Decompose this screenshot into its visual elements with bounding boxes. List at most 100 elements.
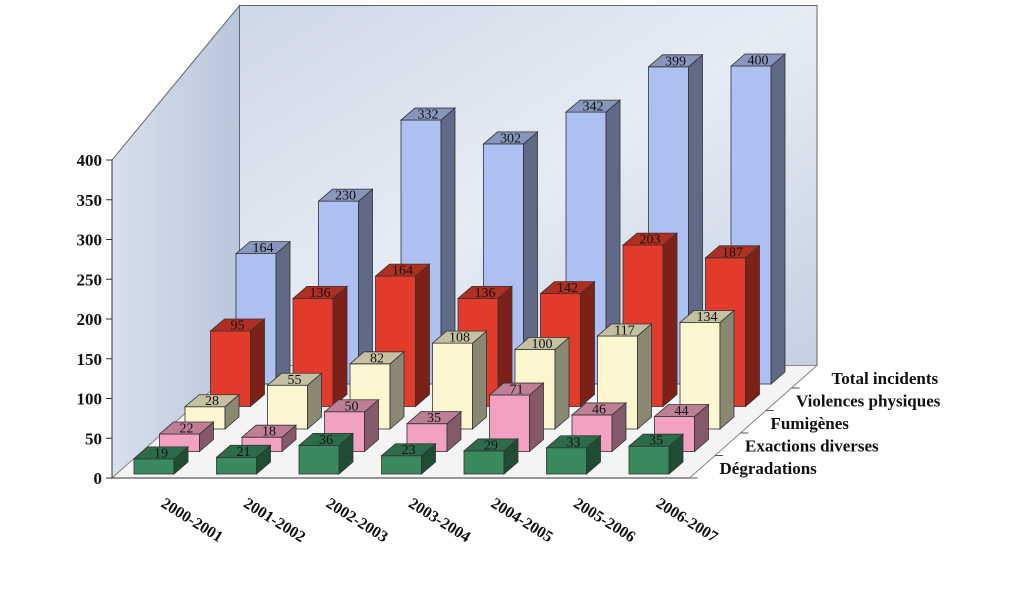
bar-value-label: 302 — [500, 131, 521, 146]
bar-value-label: 46 — [592, 402, 606, 417]
y-tick-label: 300 — [77, 231, 103, 250]
bar-value-label: 82 — [370, 351, 384, 366]
bar-value-label: 21 — [237, 445, 251, 460]
x-category-label: 2004-2005 — [488, 495, 556, 546]
series-label: Violences physiques — [796, 392, 941, 411]
bar-value-label: 142 — [557, 281, 578, 296]
x-category-label: 2000-2001 — [158, 495, 226, 546]
bar-side-face — [719, 309, 735, 430]
x-category-label: 2001-2002 — [240, 495, 308, 546]
bar-top-face — [627, 433, 685, 447]
bar: 117 — [596, 323, 653, 430]
bar-top-face — [729, 53, 787, 67]
bar-side-face — [745, 244, 760, 408]
bar-top-face — [297, 432, 355, 446]
bar-value-label: 23 — [402, 443, 416, 458]
bar-top-face — [539, 281, 596, 295]
series-label: Fumigènes — [771, 414, 850, 433]
y-tick-label: 250 — [77, 270, 103, 289]
bar-top-face — [678, 310, 736, 323]
bar-top-face — [545, 435, 602, 449]
series-label: Dégradations — [720, 459, 818, 478]
bar: 28 — [183, 393, 241, 430]
y-tick-label: 100 — [77, 390, 103, 409]
bar-top-face — [621, 232, 679, 246]
bar-front-face — [298, 444, 340, 475]
bar-top-face — [291, 285, 349, 299]
y-tick-label: 0 — [94, 469, 103, 488]
bar-top-face — [215, 444, 272, 458]
bar-side-face — [554, 336, 570, 430]
bar-side-face — [580, 280, 595, 408]
bar-side-face — [415, 263, 430, 408]
bar-value-label: 35 — [649, 434, 663, 449]
bar-top-face — [704, 245, 761, 259]
bar-side-face — [250, 318, 265, 408]
bar: 400 — [729, 53, 787, 385]
bar-value-label: 100 — [532, 337, 553, 352]
bar-value-label: 187 — [722, 245, 743, 260]
bar-value-label: 22 — [180, 422, 194, 437]
bar-front-face — [546, 447, 587, 475]
bar-side-face — [770, 53, 786, 385]
bar-top-face — [596, 323, 653, 337]
series-label: Exactions diverses — [745, 437, 879, 456]
bar: 36 — [297, 432, 355, 475]
bar-top-face — [431, 330, 488, 344]
bar-side-face — [275, 240, 291, 385]
bar-top-face — [266, 372, 323, 386]
bar-front-face — [210, 330, 251, 407]
chart-bars: 164 230 332 302 342 399 400 95 136 164 136 142 203 18… — [132, 53, 787, 475]
bar-value-label: 95 — [231, 318, 245, 333]
bar-value-label: 400 — [748, 54, 769, 69]
bar: 35 — [405, 410, 463, 453]
bar-side-face — [332, 285, 348, 408]
bar-side-face — [637, 323, 652, 430]
bar-top-face — [456, 285, 514, 299]
bar-value-label: 36 — [319, 433, 333, 448]
bar-value-label: 29 — [484, 438, 498, 453]
bar-top-face — [209, 318, 266, 332]
bar-top-face — [482, 131, 539, 145]
bar-side-face — [472, 330, 487, 430]
bar-top-face — [317, 188, 374, 202]
bar-value-label: 134 — [697, 310, 718, 325]
bar-value-label: 136 — [310, 286, 331, 301]
bar-top-face — [564, 99, 622, 113]
bar-top-face — [374, 263, 431, 277]
bar-top-face — [158, 421, 215, 435]
bar-value-label: 342 — [583, 100, 604, 115]
bar-value-label: 71 — [510, 383, 524, 398]
bar-value-label: 117 — [614, 323, 634, 338]
x-category-label: 2005-2006 — [570, 495, 638, 546]
y-tick-label: 150 — [77, 350, 103, 369]
x-category-label: 2002-2003 — [323, 495, 391, 546]
bar-top-face — [183, 394, 241, 408]
bar: 29 — [462, 438, 520, 475]
bar-front-face — [628, 445, 670, 475]
series-label: Total incidents — [832, 369, 939, 388]
bar-value-label: 50 — [345, 399, 359, 414]
bar-value-label: 332 — [418, 108, 439, 123]
bar-top-face — [653, 404, 710, 417]
bar: 82 — [348, 350, 406, 430]
bar: 35 — [627, 433, 685, 475]
bar-top-face — [132, 446, 190, 460]
bar-value-label: 136 — [475, 286, 496, 301]
bar-front-face — [381, 455, 422, 475]
bar-value-label: 203 — [640, 233, 661, 248]
bar-value-label: 164 — [392, 264, 413, 279]
bar-side-face — [389, 350, 405, 430]
bar-value-label: 108 — [449, 331, 470, 346]
bar-top-face — [323, 399, 380, 413]
bar: 33 — [545, 434, 602, 475]
bar-top-face — [647, 54, 704, 68]
bar-top-face — [380, 443, 437, 457]
bar-value-label: 230 — [335, 189, 356, 204]
bar-front-face — [267, 384, 308, 430]
bar-value-label: 164 — [253, 241, 274, 256]
bar-value-label: 44 — [675, 404, 689, 419]
bar-top-face — [570, 402, 628, 416]
bar-top-face — [348, 351, 406, 365]
